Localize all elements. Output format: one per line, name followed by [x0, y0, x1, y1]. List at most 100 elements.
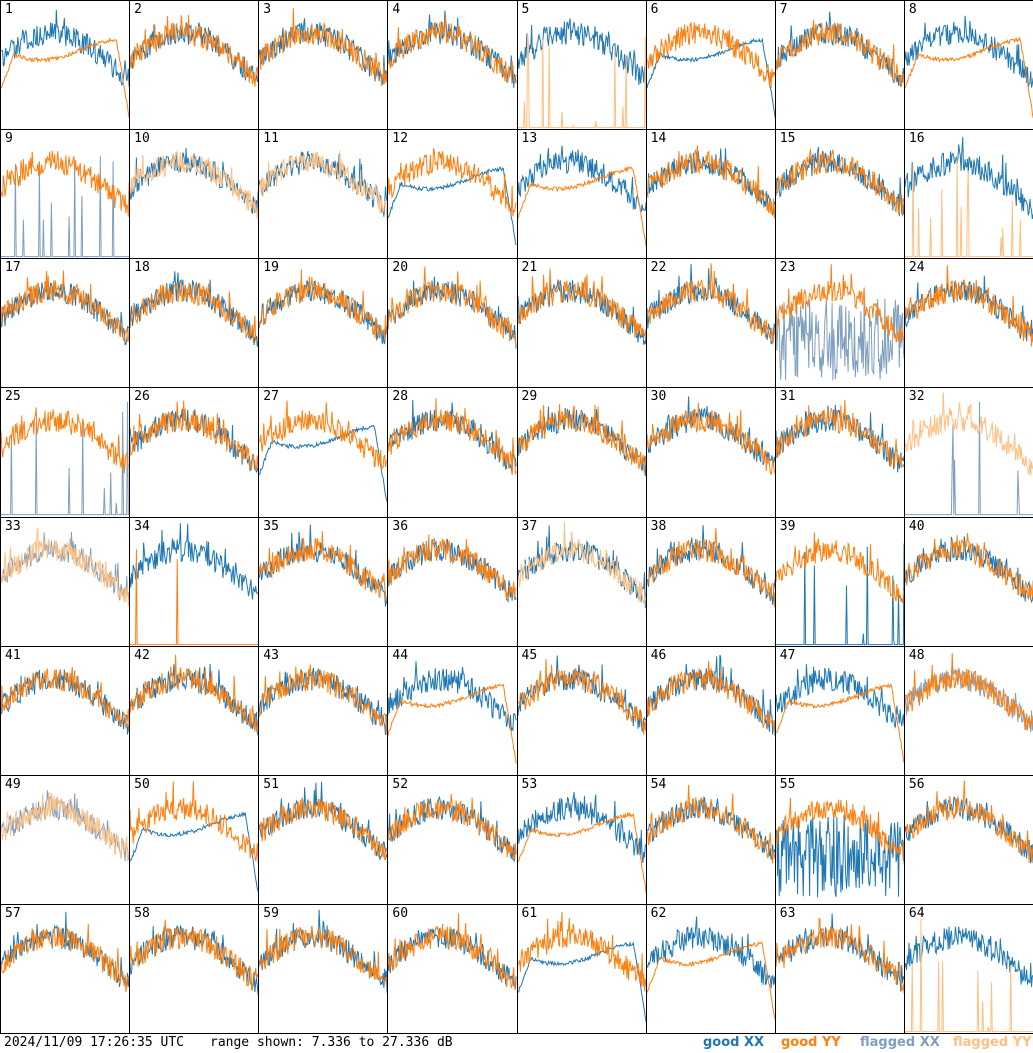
- panel-plot: [130, 780, 259, 892]
- antenna-panel: 48: [903, 645, 1033, 776]
- antenna-panel: 1: [0, 0, 131, 131]
- panel-plot: [775, 264, 904, 381]
- series-line-yy: [130, 780, 259, 863]
- panel-plot: [517, 145, 646, 247]
- series-line-yy: [517, 404, 646, 474]
- panel-plot: [775, 146, 904, 217]
- legend-state: good: [781, 1035, 818, 1050]
- antenna-panel: 8: [903, 0, 1033, 131]
- panel-number: 2: [134, 2, 142, 17]
- series-line-xx: [904, 137, 1033, 220]
- antenna-panel: 10: [129, 129, 260, 260]
- series-line-yy: [259, 530, 388, 604]
- antenna-panel: 34: [129, 516, 260, 647]
- panel-number: 51: [263, 776, 279, 792]
- panel-plot: [904, 137, 1033, 258]
- panel-plot: [130, 522, 259, 645]
- series-line-yy: [517, 521, 646, 604]
- series-line-yy: [775, 532, 904, 603]
- series-line-yy: [259, 269, 388, 340]
- panel-number: 60: [392, 905, 409, 921]
- series-line-yy: [259, 150, 388, 220]
- panel-number: 41: [5, 647, 21, 663]
- series-line-yy: [259, 8, 388, 86]
- panel-plot: [130, 14, 259, 87]
- antenna-panel: 33: [0, 516, 131, 647]
- panel-number: 17: [5, 260, 21, 276]
- panel-number: 25: [5, 389, 21, 405]
- panel-number: 1: [5, 2, 13, 17]
- panel-number: 64: [908, 905, 925, 921]
- series-line-yy: [517, 658, 646, 735]
- series-line-xx: [517, 145, 646, 213]
- panel-number: 22: [650, 260, 667, 276]
- series-line-yy: [904, 780, 1033, 863]
- series-line-yy: [646, 21, 775, 89]
- series-line-xx: [775, 542, 904, 645]
- panel-plot: [130, 148, 259, 220]
- antenna-panel: 55: [774, 774, 905, 905]
- legend-flagged-xx: flagged XX: [860, 1035, 940, 1050]
- panel-number: 48: [908, 647, 925, 663]
- panel-number: 5: [521, 2, 530, 17]
- panel-number: 37: [521, 518, 538, 534]
- panel-number: 9: [5, 131, 13, 147]
- panel-plot: [646, 524, 775, 607]
- panel-plot: [388, 660, 517, 764]
- panel-plot: [388, 793, 517, 862]
- antenna-panel: 26: [129, 387, 260, 518]
- panel-plot: [388, 398, 517, 476]
- series-line-yy: [904, 158, 1033, 258]
- panel-plot: [1, 150, 130, 258]
- series-line-xx: [259, 280, 388, 346]
- panel-plot: [904, 780, 1033, 864]
- series-line-yy: [517, 911, 646, 992]
- panel-number: 40: [908, 518, 925, 534]
- series-line-yy: [775, 917, 904, 994]
- series-line-yy: [259, 926, 388, 985]
- series-line-xx: [904, 402, 1033, 516]
- series-line-yy: [1, 150, 130, 217]
- panel-plot: [130, 919, 259, 995]
- antenna-panel: 23: [774, 258, 905, 389]
- panel-plot: [259, 909, 388, 993]
- series-line-xx: [130, 663, 259, 736]
- panel-plot: [904, 918, 1033, 1032]
- series-line-xx: [388, 538, 517, 603]
- panel-plot: [1, 527, 130, 606]
- antenna-panel: 20: [387, 258, 518, 389]
- series-line-xx: [646, 396, 775, 466]
- panel-number: 42: [134, 647, 150, 663]
- panel-plot: [775, 913, 904, 994]
- panel-plot: [388, 913, 517, 991]
- panel-plot: [646, 145, 775, 219]
- panel-plot: [1, 402, 130, 516]
- series-line-xx: [646, 654, 775, 736]
- series-line-yy: [130, 14, 259, 87]
- panel-plot: [646, 263, 775, 345]
- panel-plot: [259, 8, 388, 86]
- series-line-xx: [388, 166, 517, 246]
- antenna-panel: 7: [774, 0, 905, 131]
- panel-plot: [517, 911, 646, 1022]
- panel-number: 4: [392, 2, 401, 17]
- panel-plot: [646, 21, 775, 119]
- antenna-panel: 4: [387, 0, 518, 131]
- series-line-yy: [646, 660, 775, 733]
- series-line-yy: [904, 36, 1033, 118]
- panel-plot: [904, 652, 1033, 733]
- antenna-panel: 62: [645, 903, 776, 1034]
- series-line-xx: [130, 522, 259, 600]
- panel-number: 58: [134, 905, 150, 921]
- panel-number: 30: [650, 389, 667, 405]
- series-line-xx: [130, 22, 259, 82]
- panel-number: 45: [521, 647, 538, 663]
- antenna-panel: 36: [387, 516, 518, 647]
- panel-number: 10: [134, 131, 150, 147]
- panel-plot: [259, 150, 388, 220]
- antenna-panel: 51: [258, 774, 389, 905]
- series-line-yy: [904, 265, 1033, 347]
- antenna-panel: 12: [387, 129, 518, 260]
- panel-number: 24: [908, 260, 925, 276]
